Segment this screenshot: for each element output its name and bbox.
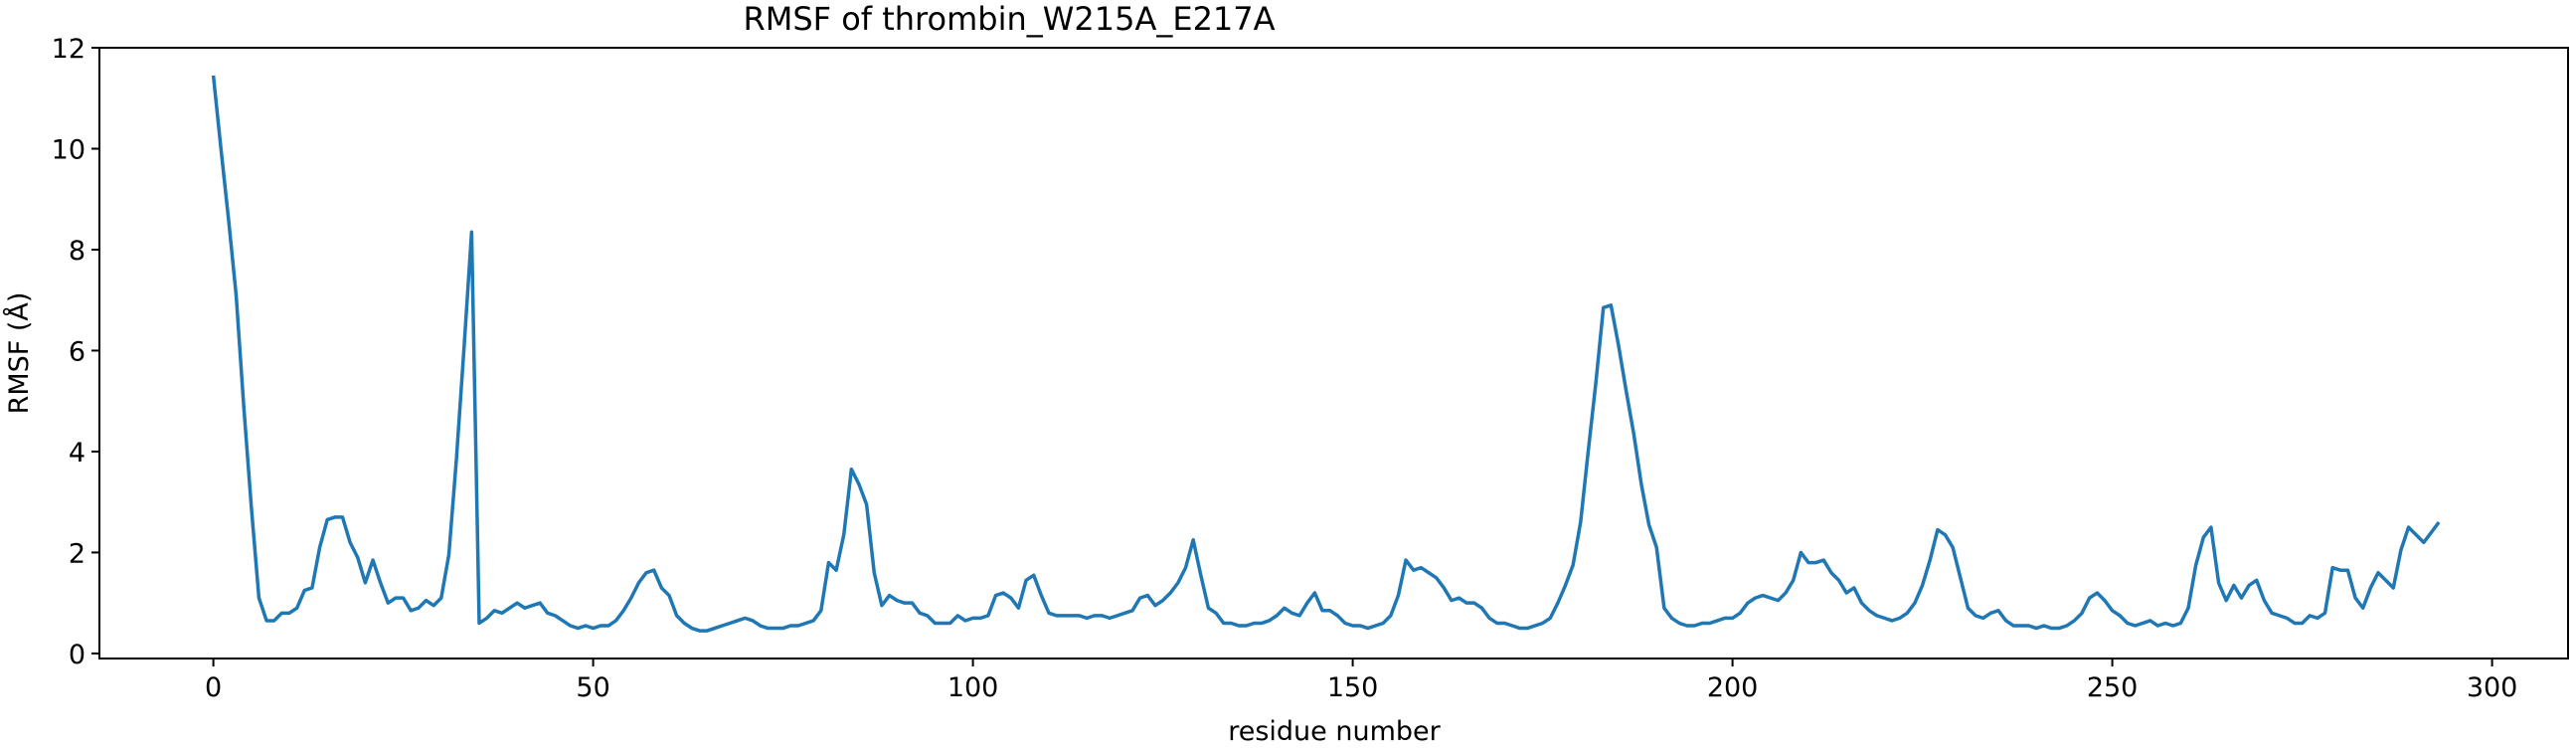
x-tick-label: 50 [576,672,609,703]
y-tick-label: 10 [52,134,86,165]
x-tick-label: 300 [2467,672,2518,703]
y-tick-label: 8 [69,236,86,267]
y-tick-label: 2 [69,538,86,569]
y-tick-label: 12 [52,34,86,65]
y-axis: 0 2 4 6 8 10 12 [52,34,99,670]
x-tick-label: 100 [947,672,999,703]
plot-area [211,75,2441,633]
x-tick-label: 150 [1327,672,1379,703]
x-axis: 0 50 100 150 200 250 300 [205,659,2517,703]
x-tick-label: 0 [205,672,222,703]
plot-frame [98,47,2569,659]
rmsf-series-line [211,75,2441,633]
y-tick-label: 6 [69,336,86,367]
y-tick-label: 0 [69,640,86,670]
y-tick-label: 4 [69,438,86,469]
chart-title: RMSF of thrombin_W215A_E217A [743,0,1275,38]
x-axis-label: residue number [1228,716,1441,747]
x-tick-label: 250 [2087,672,2139,703]
y-axis-label: RMSF (Å) [3,292,35,415]
x-tick-label: 200 [1707,672,1759,703]
